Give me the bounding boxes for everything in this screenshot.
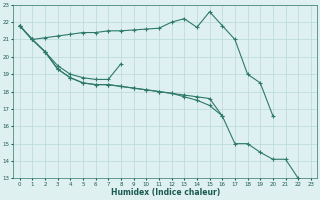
- X-axis label: Humidex (Indice chaleur): Humidex (Indice chaleur): [111, 188, 220, 197]
